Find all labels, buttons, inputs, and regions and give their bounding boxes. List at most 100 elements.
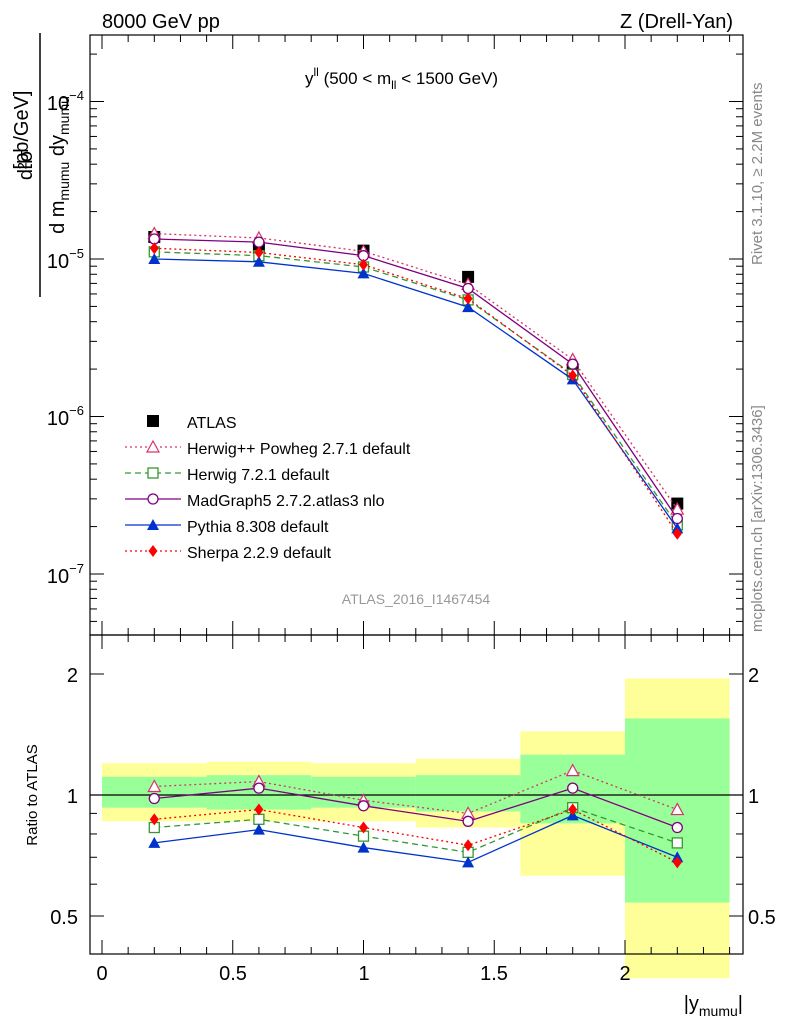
ratio-point-sherpa [359,821,368,834]
plot-title-main-sup: ll [314,65,319,79]
legend-marker-sherpa [148,545,158,557]
series-line-herwig7 [154,251,678,526]
ratio-point-sherpa [672,856,682,869]
ratio-point-herwig7 [671,837,683,849]
series-line-pythia [154,258,678,529]
data-point-pythia [252,255,265,267]
x-label-main: |y [684,993,699,1015]
ratio-point-madgraph [148,792,160,805]
x-label-sub: mumu [699,1003,738,1019]
ratio-point-madgraph [462,815,474,827]
ratio-y-tick-label: 1 [67,786,78,808]
y-label-denominator: d mmumu dymumu [47,96,72,234]
upper-y-tick-label: 10−5 [47,246,84,273]
y-label-den-b: dy [47,135,69,162]
ratio-point-pythia [462,856,475,868]
y-label-unit: [pb/GeV] [11,91,33,170]
tick-base: 10 [47,408,69,430]
rivet-label: Rivet 3.1.10, ≥ 2.2M events [749,83,766,266]
x-tick-label: 1.5 [480,963,508,985]
tick-exp: −4 [69,88,84,103]
legend: ATLAS Herwig++ Powheg 2.7.1 default Herw… [125,415,411,562]
ratio-point-madgraph [357,800,370,812]
upper-y-tick-label: 10−4 [47,88,84,115]
data-point-sherpa [359,258,368,271]
ratio-point-sherpa [149,813,159,826]
upper-panel-ticks [90,35,743,635]
ratio-point-madgraph [253,782,265,794]
ratio-line-madgraph [154,787,678,829]
legend-markers [125,415,181,557]
plot-title-range-a: (500 < m [319,69,391,88]
ratio-point-madgraph [671,821,683,834]
data-point-pythia [462,301,475,313]
upper-y-tick-label: 10−7 [47,561,84,588]
legend-marker-herwigpp [145,439,161,453]
x-axis-label: |ymumu| [684,993,743,1019]
data-point-atlas [462,270,475,283]
data-point-madgraph [462,282,474,295]
tick-base: 10 [47,566,69,588]
data-point-sherpa [568,369,578,382]
data-point-pythia [357,267,370,279]
plot-title-range-b: < 1500 GeV) [396,69,498,88]
legend-marker-atlas [147,415,159,427]
legend-label-herwig7: Herwig 7.2.1 default [187,467,330,484]
watermark: ATLAS_2016_I1467454 [342,591,491,607]
ratio-point-pythia [357,841,370,853]
x-label-end: | [738,993,743,1015]
y-label-numerator: d²σ [15,149,37,180]
x-tick-label: 2 [619,963,630,985]
y-label-den-a: d m [47,201,69,234]
data-point-madgraph [671,512,683,525]
legend-marker-pythia [147,519,159,530]
data-point-sherpa [254,246,264,259]
ratio-point-sherpa [254,803,264,816]
ratio-y-tick-labels-left: 2 1 0.5 [50,665,78,929]
data-point-madgraph [567,358,579,370]
mcplots-label: mcplots.cern.ch [arXiv:1306.3436] [749,405,766,632]
ratio-point-sherpa [463,839,473,852]
legend-marker-herwig7 [147,467,159,479]
x-tick-labels: 0 0.5 1 1.5 2 [96,963,630,985]
y-label-den-sub-a: mumu [56,162,72,201]
legend-label-atlas: ATLAS [187,415,237,432]
ratio-line-herwig7 [154,806,678,854]
tick-exp: −6 [69,403,84,418]
upper-y-tick-labels: 10−4 10−5 10−6 10−7 [47,88,84,588]
data-point-pythia [148,253,161,264]
ratio-band-inner [415,775,521,812]
lower-panel-ticks [90,635,743,954]
tick-exp: −5 [69,246,84,261]
x-tick-label: 1 [358,963,369,985]
data-point-sherpa [463,292,473,305]
x-tick-label: 0.5 [219,963,247,985]
legend-label-madgraph: MadGraph5 2.7.2.atlas3 nlo [187,493,385,510]
series-line-sherpa [154,247,678,535]
tick-base: 10 [47,251,69,273]
ratio-point-sherpa [568,803,578,816]
ratio-y-tick-labels-right: 2 1 0.5 [748,665,776,929]
ratio-point-herwigpp [565,763,580,777]
data-point-sherpa [149,242,159,255]
ratio-y-tick-label: 1 [748,786,759,808]
header-right: Z (Drell-Yan) [620,11,733,33]
plot-title-main: y [305,69,314,88]
legend-marker-madgraph [147,493,159,505]
ratio-bands [90,678,743,979]
ratio-point-pythia [148,836,161,848]
legend-label-pythia: Pythia 8.308 default [187,519,329,536]
tick-base: 10 [47,93,69,115]
ratio-point-pythia [252,823,265,835]
upper-panel-series [147,226,685,540]
series-line-madgraph [154,238,678,519]
ratio-y-tick-label: 0.5 [50,907,78,929]
ratio-y-label: Ratio to ATLAS [24,744,41,845]
data-point-sherpa [672,527,682,540]
ratio-y-tick-label: 2 [748,665,759,687]
x-tick-label: 0 [96,963,107,985]
plot-title-range-sub: ll [391,78,396,92]
tick-exp: −7 [69,561,84,576]
ratio-line-pythia [154,814,678,864]
